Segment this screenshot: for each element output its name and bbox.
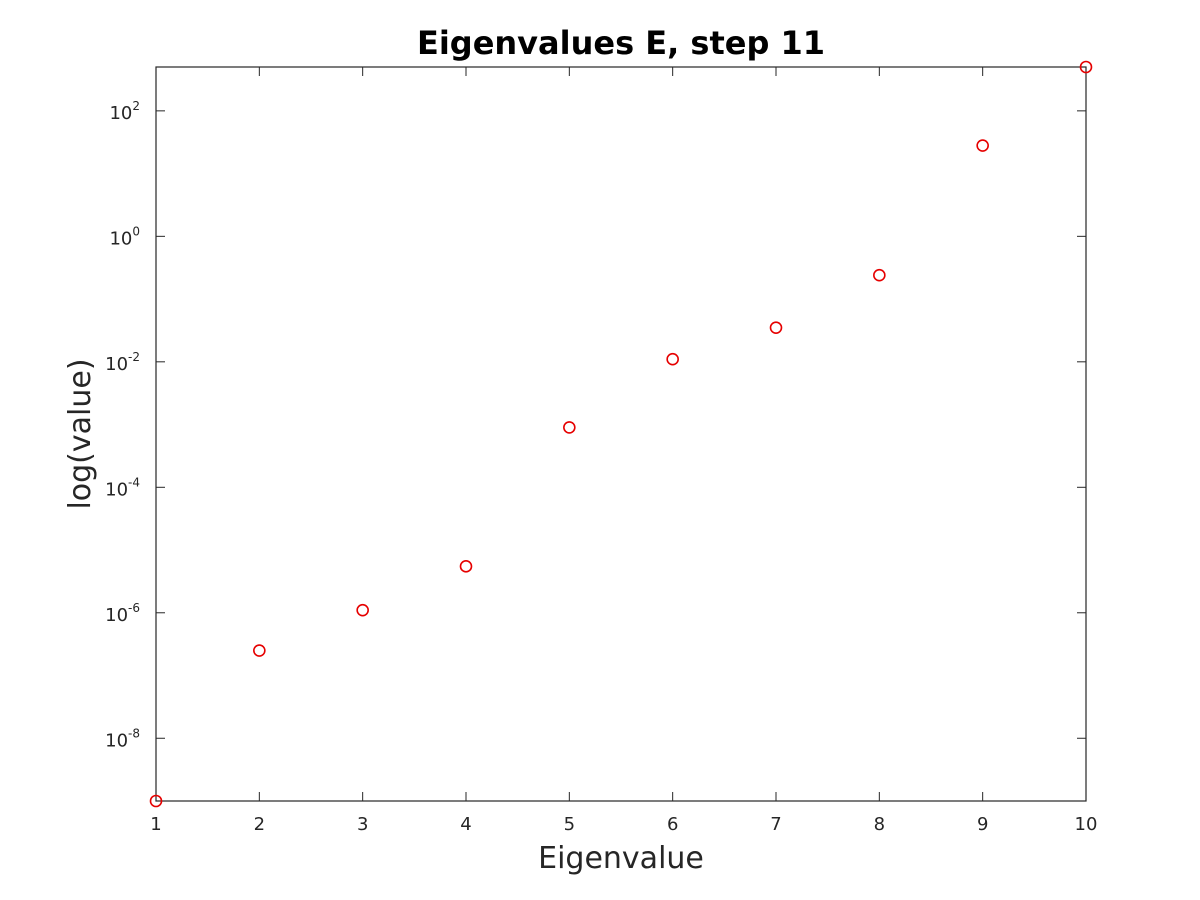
x-axis-ticks: 1 2 3 4 5 6 7 8 9 10 <box>150 67 1097 835</box>
data-point <box>771 322 782 333</box>
x-tick-label: 1 <box>150 814 161 835</box>
y-tick-label: 102 <box>109 99 140 124</box>
y-tick-label: 10-4 <box>105 475 140 500</box>
data-point <box>977 140 988 151</box>
x-tick-label: 8 <box>874 814 885 835</box>
y-tick-label-exponent: -4 <box>128 475 140 489</box>
y-tick-label-base: 10 <box>109 228 132 249</box>
y-tick-label-exponent: 0 <box>132 224 140 238</box>
y-axis-title: log(value) <box>63 358 98 509</box>
y-tick-label-base: 10 <box>109 103 132 124</box>
y-tick-label-exponent: 2 <box>132 99 140 113</box>
y-tick-label: 10-8 <box>105 726 140 751</box>
data-point <box>461 561 472 572</box>
x-tick-label: 10 <box>1075 814 1098 835</box>
x-tick-label: 3 <box>357 814 368 835</box>
y-tick-label-exponent: -6 <box>128 601 140 615</box>
y-tick-label: 100 <box>109 224 140 249</box>
x-tick-label: 7 <box>770 814 781 835</box>
plot-area-box <box>156 67 1086 801</box>
data-point <box>667 354 678 365</box>
data-series <box>151 62 1092 807</box>
x-tick-label: 6 <box>667 814 678 835</box>
data-point <box>254 645 265 656</box>
y-tick-label-base: 10 <box>105 354 128 375</box>
y-tick-label-base: 10 <box>105 605 128 626</box>
y-tick-label: 10-6 <box>105 601 140 626</box>
y-tick-label-base: 10 <box>105 730 128 751</box>
x-tick-label: 4 <box>460 814 471 835</box>
y-tick-label: 10-2 <box>105 350 140 375</box>
y-tick-label-exponent: -2 <box>128 350 140 364</box>
x-tick-label: 5 <box>564 814 575 835</box>
x-axis-title: Eigenvalue <box>538 841 704 876</box>
x-tick-label: 9 <box>977 814 988 835</box>
chart-title: Eigenvalues E, step 11 <box>417 24 825 62</box>
data-point <box>564 422 575 433</box>
y-tick-label-base: 10 <box>105 479 128 500</box>
y-tick-label-exponent: -8 <box>128 726 140 740</box>
data-point <box>874 270 885 281</box>
x-tick-label: 2 <box>254 814 265 835</box>
data-point <box>357 605 368 616</box>
